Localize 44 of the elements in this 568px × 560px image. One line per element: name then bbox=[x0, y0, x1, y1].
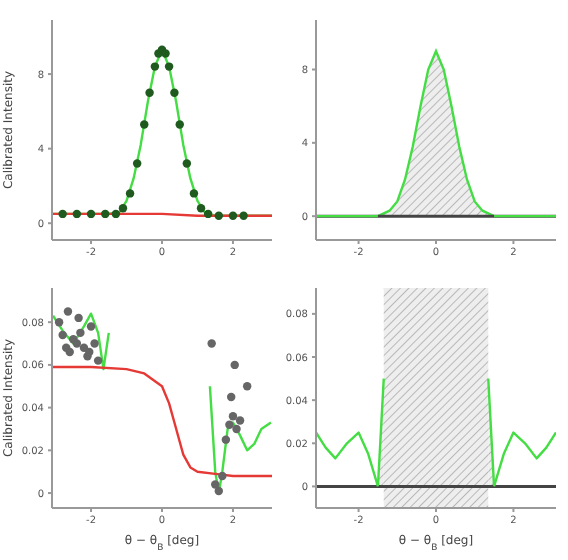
point bbox=[90, 339, 99, 348]
point bbox=[225, 420, 234, 429]
point bbox=[58, 209, 67, 219]
point bbox=[203, 209, 213, 219]
point bbox=[145, 88, 154, 97]
point bbox=[125, 189, 135, 198]
point bbox=[132, 159, 142, 168]
point bbox=[170, 88, 179, 97]
point bbox=[63, 307, 73, 316]
point bbox=[86, 322, 96, 331]
point bbox=[164, 62, 174, 71]
point bbox=[65, 347, 74, 357]
point bbox=[150, 62, 160, 71]
point bbox=[86, 209, 96, 219]
point bbox=[85, 347, 94, 357]
point bbox=[214, 211, 223, 220]
point bbox=[228, 211, 238, 220]
point bbox=[74, 313, 83, 323]
point bbox=[218, 471, 227, 481]
point bbox=[72, 209, 82, 219]
point bbox=[207, 339, 216, 348]
point bbox=[230, 360, 239, 370]
point bbox=[54, 317, 64, 327]
point bbox=[101, 209, 110, 219]
point bbox=[111, 209, 121, 219]
point bbox=[235, 416, 245, 425]
point bbox=[239, 211, 248, 220]
point bbox=[58, 330, 67, 340]
point bbox=[221, 435, 231, 444]
point bbox=[226, 392, 236, 402]
point bbox=[232, 424, 241, 434]
point bbox=[211, 480, 220, 489]
point bbox=[140, 120, 149, 129]
point bbox=[196, 204, 206, 213]
point bbox=[228, 411, 238, 421]
point bbox=[76, 328, 85, 338]
point bbox=[189, 189, 199, 198]
point bbox=[242, 382, 252, 391]
point bbox=[175, 120, 184, 129]
point bbox=[118, 204, 128, 213]
line-series bbox=[52, 365, 272, 478]
point bbox=[93, 356, 103, 365]
point bbox=[214, 486, 223, 496]
point bbox=[182, 159, 192, 168]
